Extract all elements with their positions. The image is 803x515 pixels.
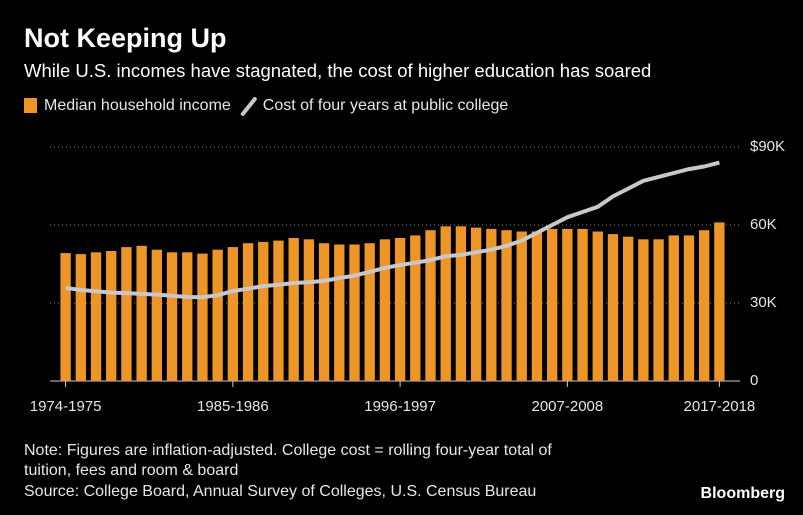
bar <box>638 239 649 381</box>
bar <box>379 239 391 381</box>
x-tick-label: 1974-1975 <box>30 398 102 415</box>
x-tick-label: 2007-2008 <box>531 398 603 415</box>
bar <box>562 228 573 381</box>
bar <box>501 230 512 381</box>
bar <box>546 228 558 381</box>
brand: Bloomberg <box>701 485 785 502</box>
bar <box>273 240 284 381</box>
bar <box>197 253 208 381</box>
legend-swatch <box>240 97 257 116</box>
legend-label: Median household income <box>44 97 231 114</box>
bar <box>394 238 406 381</box>
y-tick-label: 30K <box>750 294 777 311</box>
x-tick-label: 2017-2018 <box>684 398 756 415</box>
bar <box>653 239 664 381</box>
chart-title: Not Keeping Up <box>24 23 227 53</box>
bar <box>258 241 269 381</box>
bar <box>318 243 330 381</box>
bar <box>242 243 254 381</box>
bar <box>440 226 451 381</box>
bar <box>136 245 147 381</box>
bar <box>166 252 178 381</box>
bar <box>714 222 725 381</box>
bar <box>106 251 117 381</box>
bar <box>607 234 619 381</box>
bar <box>75 254 86 381</box>
bar <box>288 238 299 381</box>
bar <box>470 227 482 381</box>
bar <box>683 235 695 381</box>
legend-label: Cost of four years at public college <box>263 97 509 114</box>
legend-swatch <box>24 98 37 113</box>
bar <box>455 226 467 381</box>
bar <box>60 253 71 381</box>
x-tick-label: 1985-1986 <box>197 398 269 415</box>
y-tick-label: $90K <box>750 138 785 155</box>
note: tuition, fees and room & board <box>24 462 238 479</box>
note: Note: Figures are inflation-adjusted. Co… <box>24 442 552 459</box>
bar <box>121 247 132 381</box>
line <box>65 160 720 300</box>
x-tick-label: 1996-1997 <box>364 398 436 415</box>
bar <box>623 236 634 381</box>
bar <box>516 231 527 381</box>
bar <box>334 244 345 381</box>
bar <box>151 249 162 381</box>
bar <box>486 228 497 381</box>
bar <box>410 235 421 381</box>
bar <box>425 230 436 381</box>
bar <box>577 228 588 381</box>
bar <box>668 235 679 381</box>
bar <box>303 239 315 381</box>
source: Source: College Board, Annual Survey of … <box>24 483 536 500</box>
bar <box>182 252 193 381</box>
y-tick-label: 60K <box>750 216 777 233</box>
bar <box>531 231 543 381</box>
bar <box>227 247 239 381</box>
bar <box>90 252 102 381</box>
bar <box>592 231 603 381</box>
bar <box>212 249 223 381</box>
y-tick-label: 0 <box>750 372 758 389</box>
bar <box>364 243 375 381</box>
chart-subtitle: While U.S. incomes have stagnated, the c… <box>24 60 651 81</box>
bar <box>349 244 360 381</box>
bar <box>699 230 710 381</box>
